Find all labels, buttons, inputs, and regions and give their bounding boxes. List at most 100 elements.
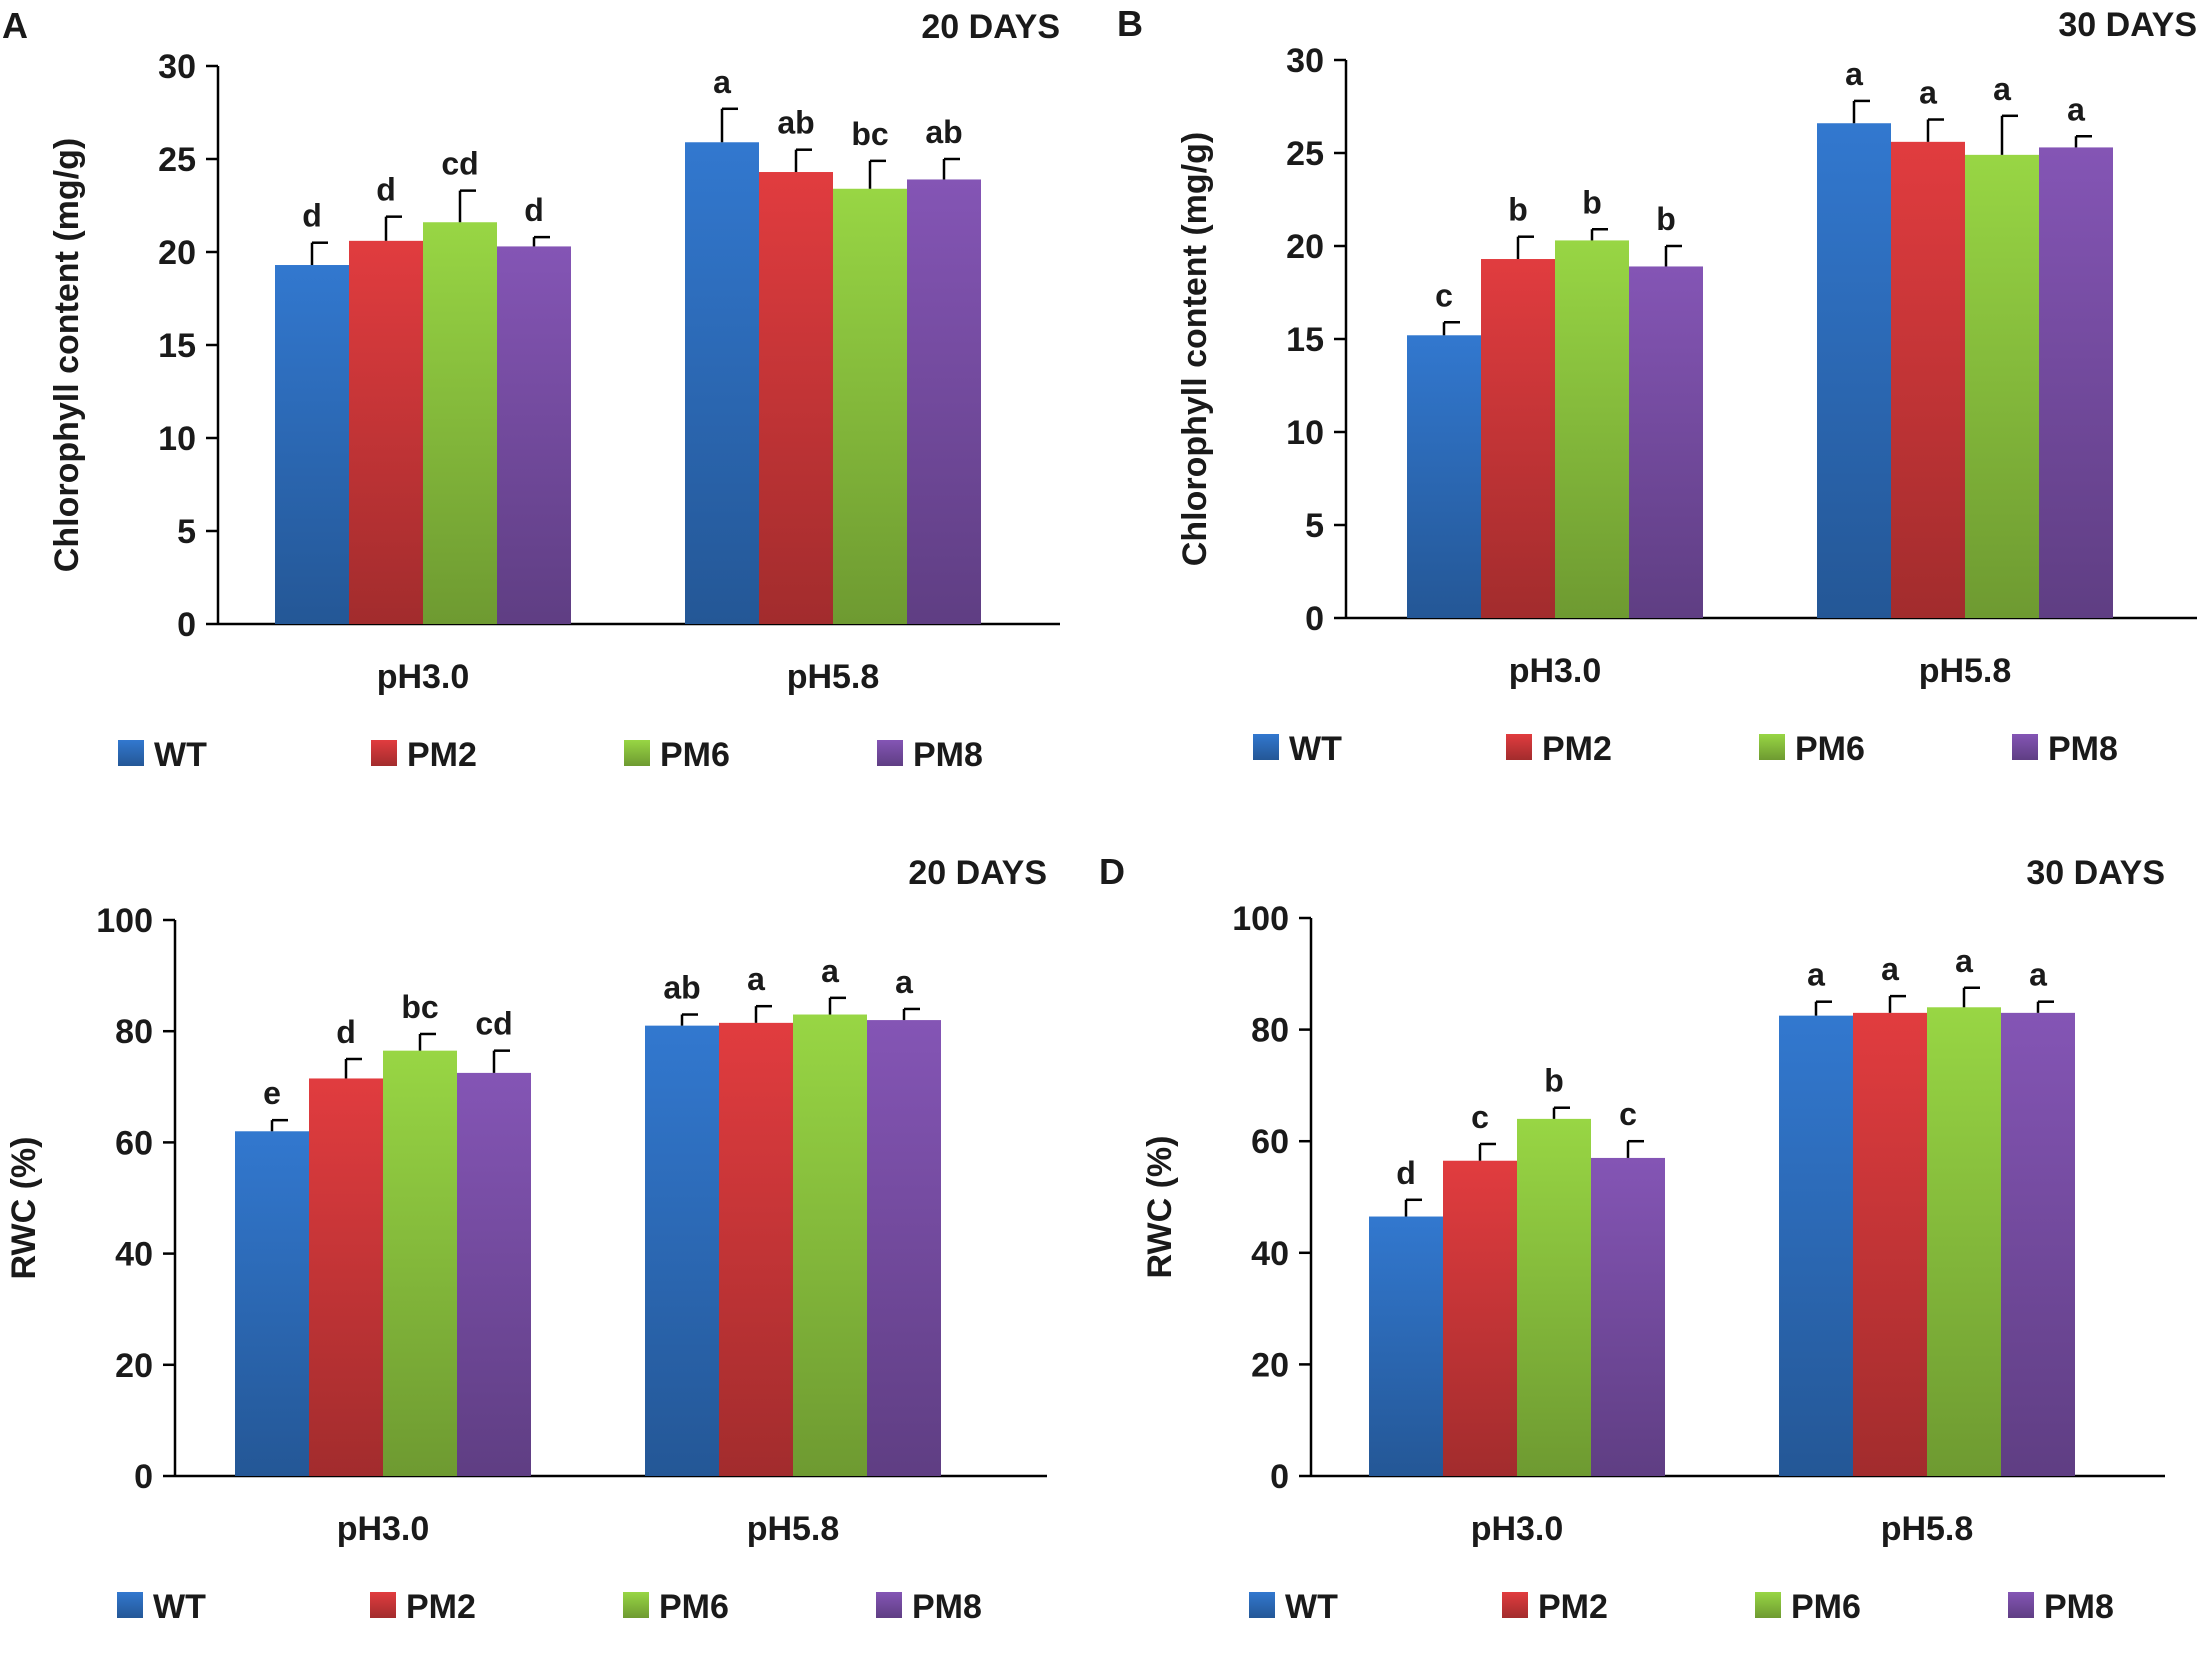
bar-pm2-ph30 [1443,1160,1517,1476]
y-tick-label: 25 [158,141,196,179]
legend-label-pm2: PM2 [1542,730,1612,768]
bar-pm2-ph30 [309,1078,383,1476]
bar-pm8-ph30 [457,1072,531,1476]
y-tick-label: 100 [1232,900,1289,938]
chart-title: 20 DAYS [908,854,1047,892]
significance-letter: d [1396,1155,1416,1191]
bar-wt-ph58 [1779,1015,1853,1476]
legend-swatch-pm6 [1755,1592,1781,1618]
panel-d: D 30 DAYS 0 20 40 60 80 100 RWC (%) d c b c pH3.0 a a a a… [1099,851,2165,1626]
legend-label-wt: WT [154,736,207,774]
y-tick-label: 80 [1251,1012,1289,1050]
y-axis-label: RWC (%) [5,1137,43,1280]
y-tick-label: 15 [158,327,196,365]
y-tick-label: 0 [1270,1458,1289,1496]
significance-letter: a [1919,75,1937,111]
bar-pm2-ph58 [1853,1012,1927,1476]
bar-pm2-ph58 [719,1022,793,1476]
legend-swatch-pm2 [371,740,397,766]
y-tick-label: 10 [158,420,196,458]
bar-wt-ph30 [1369,1216,1443,1476]
x-category-label: pH3.0 [377,658,470,696]
bar-pm6-ph30 [383,1050,457,1476]
legend-swatch-pm6 [1759,734,1785,760]
y-tick-label: 0 [177,606,196,644]
panel-b: B 30 DAYS 0 5 10 15 20 25 30 Chlorophyll content … [1117,3,2197,768]
bar-wt-ph30 [275,265,349,624]
legend-label-pm6: PM6 [1791,1588,1861,1626]
x-category-label: pH5.8 [1919,652,2012,690]
chart-title: 30 DAYS [2058,6,2197,44]
legend-swatch-pm6 [623,1592,649,1618]
significance-letter: a [2067,91,2085,127]
y-tick-label: 60 [1251,1123,1289,1161]
legend-swatch-pm6 [624,740,650,766]
legend-label-pm8: PM8 [2044,1588,2114,1626]
x-category-label: pH3.0 [1471,1510,1564,1548]
legend-label-pm2: PM2 [407,736,477,774]
significance-letter: b [1544,1063,1564,1099]
x-category-label: pH3.0 [337,1510,430,1548]
bar-pm6-ph30 [423,222,497,625]
y-tick-label: 20 [1251,1346,1289,1384]
significance-letter: a [747,961,765,997]
panel-label: D [1099,851,1125,892]
y-tick-label: 30 [158,48,196,86]
y-tick-label: 40 [1251,1235,1289,1273]
x-category-label: pH5.8 [1881,1510,1974,1548]
significance-letter: a [1993,71,2011,107]
legend-swatch-pm2 [1506,734,1532,760]
bar-wt-ph30 [1407,335,1481,618]
significance-letter: d [524,192,544,228]
bar-pm8-ph58 [907,179,981,624]
bar-wt-ph58 [685,142,759,624]
significance-letter: c [1471,1099,1489,1135]
bar-pm6-ph58 [833,188,907,624]
bar-pm2-ph58 [1891,141,1965,618]
legend-label-pm6: PM6 [659,1588,729,1626]
significance-letter: a [1881,951,1899,987]
significance-letter: a [895,964,913,1000]
significance-letter: cd [475,1006,512,1042]
significance-letter: d [376,172,396,208]
bar-pm6-ph30 [1517,1118,1591,1476]
legend-label-pm6: PM6 [660,736,730,774]
legend-swatch-wt [118,740,144,766]
y-tick-label: 15 [1286,321,1324,359]
bar-pm2-ph30 [1481,259,1555,618]
legend-swatch-pm8 [877,740,903,766]
legend-swatch-pm8 [2008,1592,2034,1618]
legend-label-pm8: PM8 [912,1588,982,1626]
y-tick-label: 5 [1305,507,1324,545]
x-category-label: pH5.8 [787,658,880,696]
bar-wt-ph58 [645,1025,719,1476]
significance-letter: e [263,1075,281,1111]
panel-label: A [2,5,28,46]
y-tick-label: 5 [177,513,196,551]
legend-swatch-pm2 [370,1592,396,1618]
significance-letter: a [2029,957,2047,993]
bar-pm6-ph58 [1965,154,2039,619]
bar-pm6-ph58 [1927,1007,2001,1476]
chart-title: 20 DAYS [921,8,1060,46]
panel-label: B [1117,3,1143,44]
bar-wt-ph58 [1817,123,1891,619]
panel-a: A 20 DAYS 0 5 10 15 20 25 30 Chlorophyll content … [2,5,1060,774]
legend-swatch-pm8 [2012,734,2038,760]
significance-letter: b [1508,192,1528,228]
bar-pm8-ph30 [1629,266,1703,618]
y-axis-label: RWC (%) [1141,1136,1179,1279]
legend-swatch-wt [117,1592,143,1618]
y-tick-label: 10 [1286,414,1324,452]
significance-letter: bc [851,116,888,152]
legend-label-pm8: PM8 [913,736,983,774]
bar-pm2-ph30 [349,240,423,624]
significance-letter: ab [663,970,700,1006]
y-tick-label: 80 [115,1013,153,1051]
significance-letter: ab [925,114,962,150]
bar-pm6-ph30 [1555,240,1629,619]
y-tick-label: 60 [115,1124,153,1162]
significance-letter: ab [777,105,814,141]
